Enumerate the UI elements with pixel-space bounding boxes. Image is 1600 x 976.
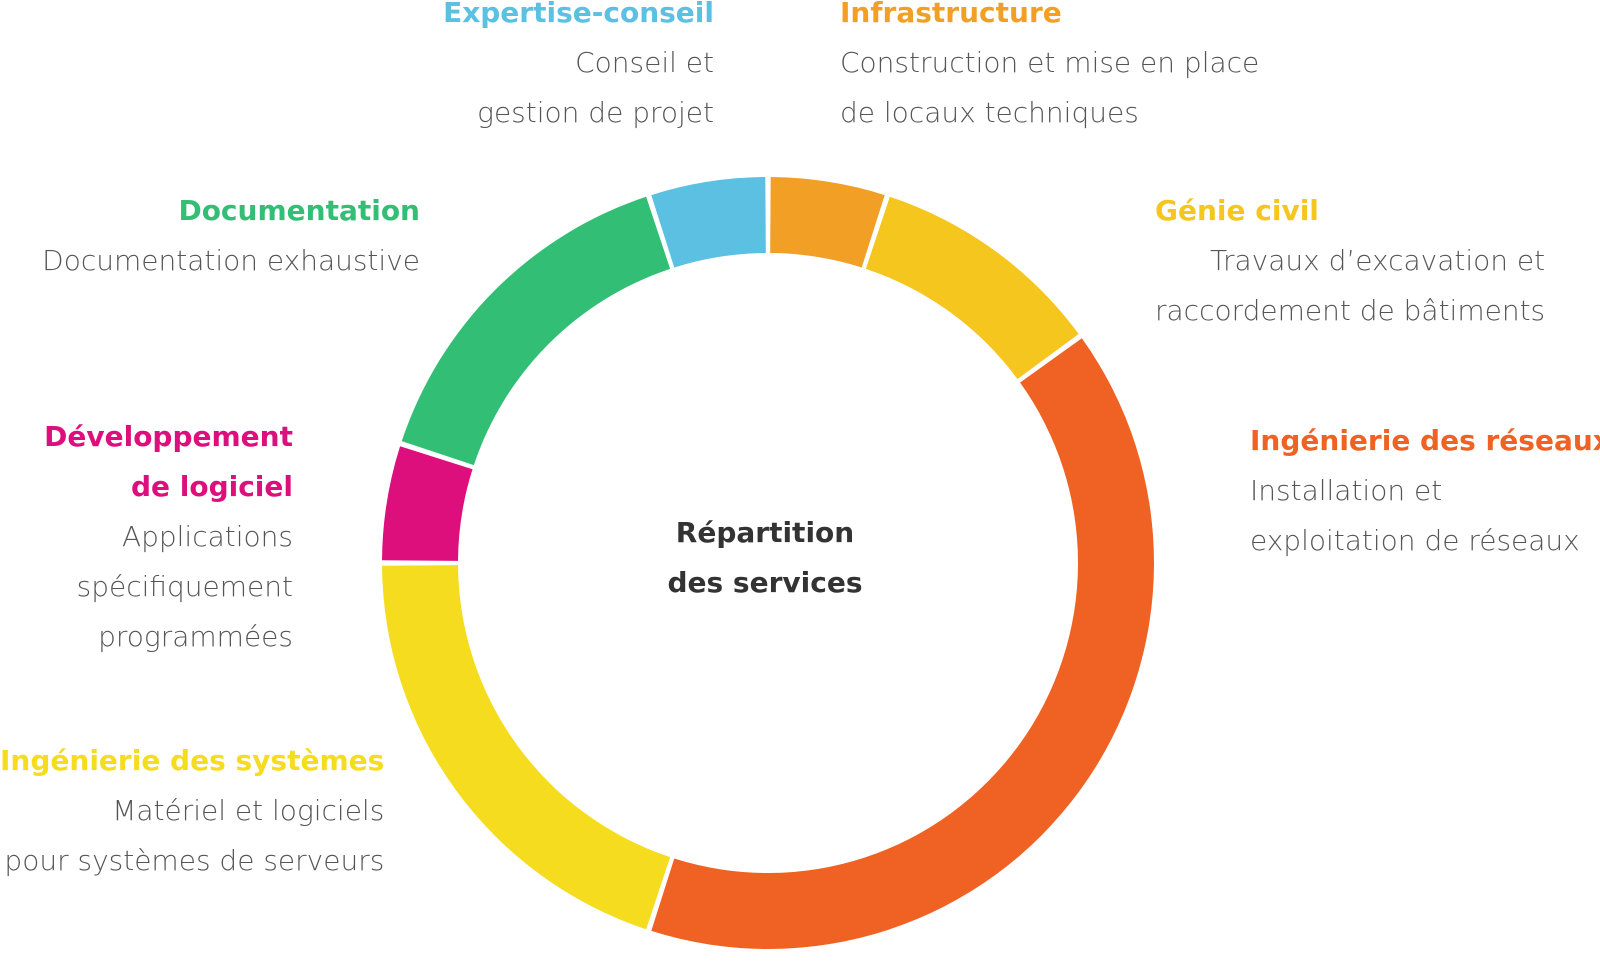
- label-title: Développement: [44, 420, 293, 453]
- label-title: Expertise-conseil: [443, 0, 714, 29]
- donut-slice-expertise-conseil: [651, 177, 766, 268]
- label-line: gestion de projet: [477, 96, 714, 129]
- label-line: Applications: [121, 520, 293, 553]
- label-title: de logiciel: [130, 470, 293, 503]
- label-title: Ingénierie des systèmes: [0, 744, 385, 777]
- label-ingenierie-systemes: Ingénierie des systèmes Matériel et logi…: [0, 736, 384, 886]
- label-line: spécifiquement: [76, 570, 293, 603]
- label-genie-civil: Génie civil Travaux d’excavation et racc…: [1155, 186, 1545, 336]
- label-expertise-conseil: Expertise-conseil Conseil et gestion de …: [443, 0, 714, 138]
- chart-center-label: Répartition des services: [615, 508, 915, 608]
- donut-slice-infrastructure: [770, 177, 885, 268]
- center-label-line-2: des services: [667, 566, 863, 599]
- label-line: Installation et: [1250, 474, 1443, 507]
- center-label-line-1: Répartition: [675, 516, 855, 549]
- donut-slice-ingénierie-des-systèmes: [382, 565, 671, 930]
- label-developpement-logiciel: Développement de logiciel Applications s…: [44, 412, 293, 662]
- donut-slice-ingénierie-des-réseaux: [651, 338, 1155, 949]
- label-documentation: Documentation Documentation exhaustive: [42, 186, 420, 286]
- label-ingenierie-reseaux: Ingénierie des réseaux Installation et e…: [1250, 416, 1600, 566]
- label-line: Conseil et: [575, 46, 714, 79]
- donut-slice-développement-de-logiciel: [382, 446, 473, 561]
- label-line: pour systèmes de serveurs: [4, 844, 385, 877]
- label-line: programmées: [98, 620, 293, 653]
- label-line: raccordement de bâtiments: [1155, 294, 1546, 327]
- label-line: Construction et mise en place: [840, 46, 1260, 79]
- label-title: Génie civil: [1155, 194, 1319, 227]
- label-line: Documentation exhaustive: [42, 244, 420, 277]
- label-line: exploitation de réseaux: [1250, 524, 1580, 557]
- label-line: de locaux techniques: [840, 96, 1139, 129]
- label-title: Infrastructure: [840, 0, 1062, 29]
- label-infrastructure: Infrastructure Construction et mise en p…: [840, 0, 1259, 138]
- label-line: Travaux d’excavation et: [1210, 244, 1546, 277]
- label-line: Matériel et logiciels: [112, 794, 385, 827]
- label-title: Documentation: [178, 194, 420, 227]
- label-title: Ingénierie des réseaux: [1250, 424, 1600, 457]
- donut-slice-documentation: [401, 196, 671, 466]
- donut-slice-génie-civil: [865, 196, 1079, 380]
